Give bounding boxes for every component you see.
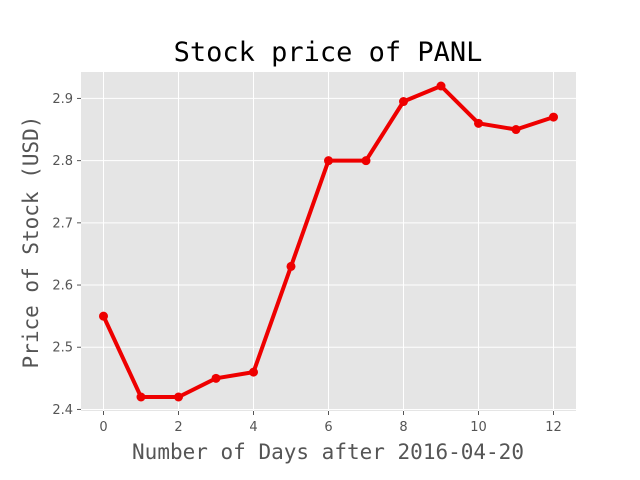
y-tick-label: 2.9 xyxy=(52,92,73,107)
series-line-group xyxy=(99,81,558,402)
data-point xyxy=(136,392,146,402)
x-tick-label: 12 xyxy=(545,420,562,435)
x-tick-label: 6 xyxy=(324,420,332,435)
data-point xyxy=(249,367,258,377)
data-point xyxy=(99,311,108,321)
y-tick-labels: 2.4 2.5 2.6 2.7 2.8 2.9 xyxy=(52,92,81,418)
data-point xyxy=(174,392,183,402)
data-point xyxy=(361,156,371,166)
x-axis-label: Number of Days after 2016-04-20 xyxy=(132,440,524,464)
y-tick-label: 2.4 xyxy=(52,403,73,418)
x-tick-label: 0 xyxy=(99,420,107,435)
y-axis-label: Price of Stock (USD) xyxy=(19,116,43,369)
data-point xyxy=(549,112,558,122)
x-tick-labels: 0 2 4 6 8 10 12 xyxy=(99,411,562,435)
x-tick-label: 2 xyxy=(174,420,182,435)
x-tick-label: 8 xyxy=(399,420,407,435)
x-tick-label: 4 xyxy=(249,420,257,435)
y-tick-label: 2.7 xyxy=(52,216,73,231)
y-tick-label: 2.5 xyxy=(52,341,73,356)
y-tick-label: 2.6 xyxy=(52,279,73,294)
x-tick-label: 10 xyxy=(470,420,487,435)
y-tick-label: 2.8 xyxy=(52,154,73,169)
grid xyxy=(81,72,576,411)
data-point xyxy=(474,118,483,128)
data-point xyxy=(324,156,333,166)
data-point xyxy=(286,261,296,271)
data-point xyxy=(436,81,446,91)
data-point xyxy=(211,373,221,383)
chart-title: Stock price of PANL xyxy=(174,37,483,68)
data-point xyxy=(399,97,408,107)
data-point xyxy=(511,125,521,135)
